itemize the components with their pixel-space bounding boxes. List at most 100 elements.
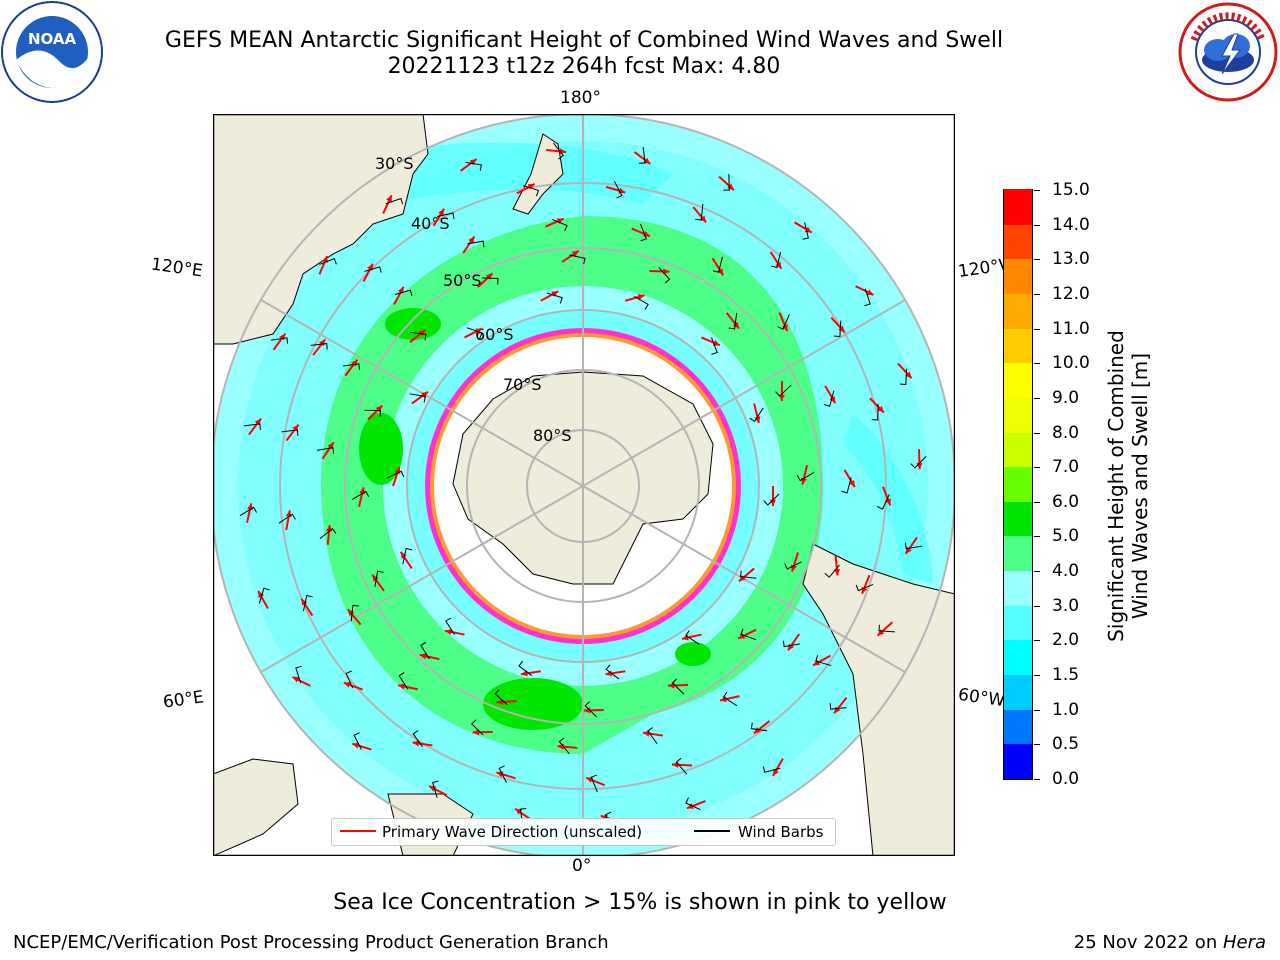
wind-barb [350,604,359,622]
footer-date: 25 Nov 2022 on Hera [1074,932,1266,953]
wind-barbs [239,142,927,830]
wind-barb [437,212,455,220]
colorbar-segment [1004,258,1032,294]
wave-direction-arrowhead [418,329,426,337]
wind-barb [394,289,413,297]
wave-direction-arrowhead [375,405,383,413]
wave-direction-arrowhead [400,551,407,559]
wave-direction-arrowhead [781,324,788,332]
wind-barb [639,146,646,164]
wave-direction-arrowhead [829,396,836,404]
wave-direction-arrowhead [833,569,841,576]
wave-direction-arrowhead [527,183,535,190]
wind-barb [777,314,790,330]
wind-barb [239,506,258,517]
colorbar-tick [1034,640,1040,642]
wind-barb [841,477,852,494]
wave-direction-arrowhead [605,670,613,677]
wind-barb [412,730,423,748]
wind-barb [728,313,738,330]
colorbar-segment [1004,501,1032,537]
footer-machine: Hera [1222,932,1266,953]
wind-barb [685,797,701,811]
wind-barb [302,594,313,612]
wind-barb [319,258,337,265]
wave-direction-arrowhead [318,339,326,347]
wind-barb [647,727,658,745]
wind-barb [876,494,890,510]
lon-label-180: 180° [560,88,601,108]
wind-barb [465,161,482,171]
lon-label-120e: 120°E [149,254,204,282]
wind-barb [494,689,508,705]
wind-barb [342,363,360,370]
wave-direction-arrowhead [642,730,650,737]
primary-wave-legend-label: Primary Wave Direction (unscaled) [382,823,643,841]
colorbar-tick-label: 1.5 [1052,665,1080,686]
wave-direction-arrowhead [343,682,351,688]
wind-barb [402,547,413,565]
wave-direction-arrowhead [372,574,379,582]
wind-barb [658,267,671,284]
wave-direction-arrowhead [775,261,782,269]
wind-barb [398,672,409,690]
colorbar-segment [1004,570,1032,606]
wind-barb [829,703,847,710]
wind-barb [466,327,483,339]
colorbar-segment [1004,639,1032,676]
colorbar-segment [1004,605,1032,641]
colorbar-tick [1034,190,1040,191]
wave-direction-arrowhead [738,633,746,639]
colorbar-tick-label: 12.0 [1052,283,1090,304]
wind-barb [353,732,362,750]
south-america-landmass [802,543,955,856]
chart-title: GEFS MEAN Antarctic Significant Height o… [164,28,1004,53]
wind-barb [351,490,370,501]
map-legend: Primary Wave Direction (unscaled) Wind B… [331,818,836,846]
wind-barb [675,757,688,775]
wave-direction-arrowhead [472,729,480,736]
colorbar-tick-label: 4.0 [1052,561,1080,582]
lat-label-60s: 60°S [475,325,514,344]
colorbar-segment [1004,224,1032,260]
wave-direction-arrowhead [738,574,746,582]
wind-barb [605,664,620,680]
primary-wave-legend-swatch [340,830,376,832]
wind-barb [364,266,382,273]
wind-barb [590,774,598,793]
wind-barb [685,630,700,645]
colorbar-tick [1034,709,1040,711]
wind-barb [482,277,499,285]
wind-barb [271,337,289,344]
wave-direction-arrowhead [834,706,841,714]
colorbar-tick [1034,605,1040,607]
wind-barb [319,528,337,540]
lon-label-0: 0° [572,856,592,876]
wind-barb [584,701,597,718]
africa-landmass [213,758,299,856]
lon-label-60w: 60°W [956,684,1007,712]
colorbar-tick [1034,224,1040,226]
wind-barb [278,513,296,524]
colorbar-tick-label: 3.0 [1052,595,1080,616]
colorbar-tick [1034,467,1040,469]
wind-barb [784,561,802,570]
colorbar-tick-label: 15.0 [1052,180,1090,200]
wave-direction-arrowhead [469,159,477,166]
wind-barb-legend-label: Wind Barbs [738,823,824,841]
lat-label-70s: 70°S [503,375,542,394]
colorbar-tick [1034,675,1040,677]
wind-barb [445,617,455,635]
wind-barb [762,766,781,773]
lat-label-30s: 30°S [375,154,414,173]
sea-ice-note: Sea Ice Concentration > 15% is shown in … [333,890,947,915]
colorbar-tick-label: 10.0 [1052,353,1090,374]
wind-barb [471,719,484,736]
colorbar-tick [1034,328,1040,330]
colorbar-tick [1034,501,1040,503]
wind-barb [722,691,738,707]
wind-barb [432,780,439,799]
wave-direction-arrowhead [905,371,912,379]
wind-barb [243,423,261,430]
wave-direction-arrowhead [258,591,264,599]
